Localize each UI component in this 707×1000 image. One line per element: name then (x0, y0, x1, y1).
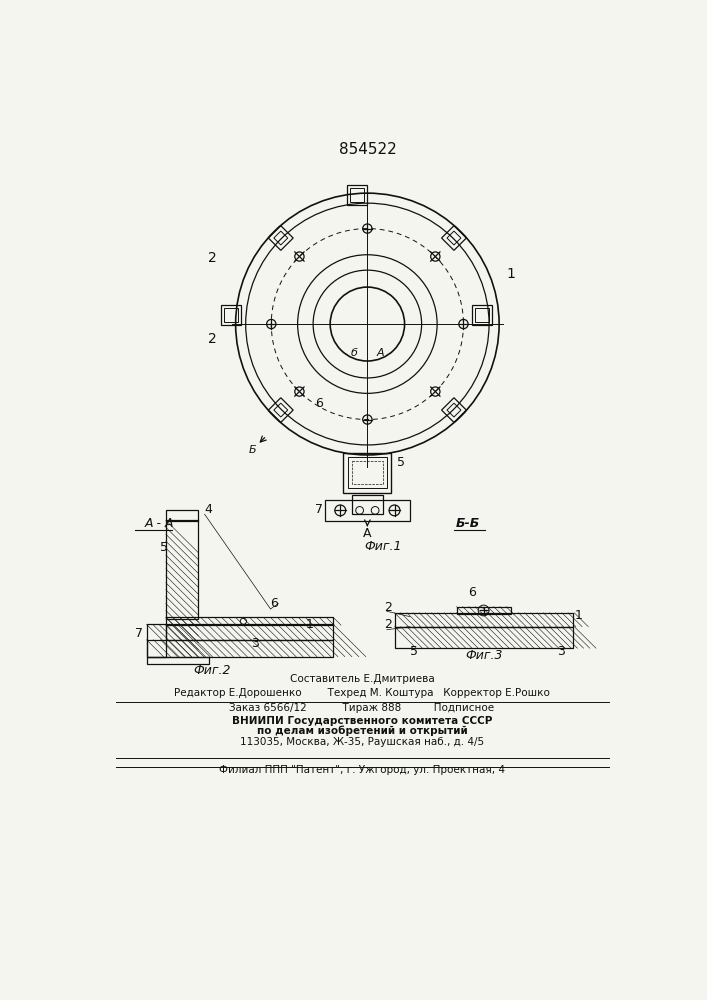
Bar (146, 624, 166, 657)
Text: 7: 7 (315, 503, 322, 516)
Text: Заказ 6566/12           Тираж 888          Подписное: Заказ 6566/12 Тираж 888 Подписное (229, 703, 494, 713)
Bar (166, 510, 199, 521)
Bar (395, 627, 573, 648)
Text: 5: 5 (160, 541, 168, 554)
Text: по делам изобретений и открытий: по делам изобретений и открытий (257, 726, 467, 736)
Text: 1: 1 (305, 618, 313, 631)
Bar (395, 613, 573, 627)
Bar (475, 308, 489, 322)
Text: Редактор Е.Дорошенко        Техред М. Коштура   Корректор Е.Рошко: Редактор Е.Дорошенко Техред М. Коштура К… (174, 688, 550, 698)
Text: 2: 2 (384, 618, 392, 631)
Text: Фиг.3: Фиг.3 (465, 649, 503, 662)
Text: 2: 2 (208, 332, 217, 346)
Text: 6: 6 (468, 586, 476, 599)
Text: б: б (351, 348, 357, 358)
Bar (352, 461, 383, 484)
Text: 2: 2 (208, 251, 217, 265)
Text: 6: 6 (315, 397, 323, 410)
Bar (221, 305, 241, 325)
Bar (347, 185, 368, 205)
Text: Составитель Е.Дмитриева: Составитель Е.Дмитриева (290, 674, 434, 684)
Text: ВНИИПИ Государственного комитета СССР: ВНИИПИ Государственного комитета СССР (232, 716, 492, 726)
Text: 1: 1 (574, 609, 582, 622)
Text: 5: 5 (397, 456, 405, 470)
Text: Фиг.2: Фиг.2 (194, 664, 231, 677)
Bar (348, 457, 387, 488)
Bar (166, 520, 199, 619)
Text: 2: 2 (384, 601, 392, 614)
Bar (146, 640, 332, 657)
Text: A: A (363, 527, 372, 540)
Text: Б: Б (249, 445, 257, 455)
Text: 4: 4 (204, 503, 213, 516)
Text: A - A: A - A (144, 517, 174, 530)
Text: 6: 6 (271, 597, 279, 610)
Text: 3: 3 (557, 645, 565, 658)
Text: A: A (377, 348, 385, 358)
Bar (325, 500, 410, 521)
Bar (166, 617, 332, 625)
Bar (351, 188, 364, 202)
Text: 5: 5 (410, 645, 418, 658)
Text: 7: 7 (135, 627, 143, 640)
Text: 113035, Москва, Ж-35, Раушская наб., д. 4/5: 113035, Москва, Ж-35, Раушская наб., д. … (240, 737, 484, 747)
Text: Филиал ППП "Патент", г. Ужгород, ул. Проектная, 4: Филиал ППП "Патент", г. Ужгород, ул. Про… (219, 765, 505, 775)
Bar (166, 624, 332, 640)
Bar (224, 308, 238, 322)
Text: Б-Б: Б-Б (456, 517, 480, 530)
Bar (344, 453, 392, 493)
Text: Фиг.1: Фиг.1 (364, 540, 402, 553)
Bar (146, 657, 209, 664)
Bar (472, 305, 492, 325)
Text: 1: 1 (506, 267, 515, 281)
Bar (352, 495, 383, 514)
Text: 3: 3 (251, 637, 259, 650)
Bar (457, 607, 510, 614)
Text: 854522: 854522 (339, 142, 396, 157)
